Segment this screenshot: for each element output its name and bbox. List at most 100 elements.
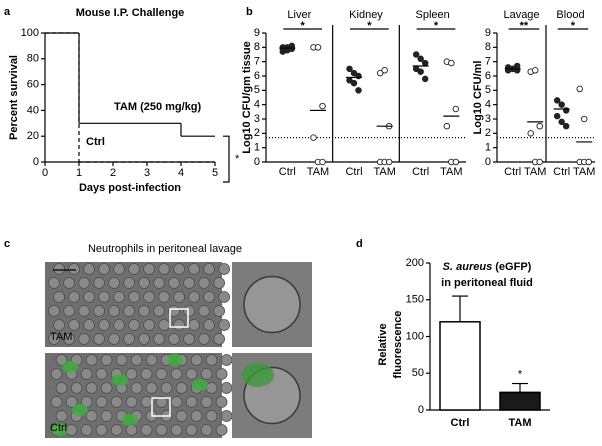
cell bbox=[158, 291, 170, 303]
y-tick-label: 2 bbox=[254, 127, 260, 139]
x-tick-label: TAM bbox=[573, 166, 595, 178]
cell bbox=[138, 333, 150, 345]
cell bbox=[145, 382, 158, 394]
cell bbox=[95, 396, 108, 408]
data-point bbox=[527, 130, 534, 137]
group-label: Kidney bbox=[349, 9, 383, 21]
cell bbox=[153, 305, 165, 317]
cell bbox=[213, 333, 225, 345]
y-tick-label: 5 bbox=[485, 84, 491, 96]
data-point bbox=[412, 51, 420, 58]
x-tick-label: Ctrl bbox=[345, 166, 362, 178]
chart-subtitle: in peritoneal fluid bbox=[441, 277, 533, 289]
data-point bbox=[417, 55, 424, 63]
y-tick-label: 8 bbox=[485, 41, 491, 53]
cell bbox=[155, 368, 168, 380]
image-label: TAM bbox=[50, 331, 72, 343]
gfp-signal bbox=[112, 374, 128, 386]
y-tick-label: 5 bbox=[254, 84, 260, 96]
data-point bbox=[585, 158, 592, 166]
x-tick-label: 5 bbox=[212, 167, 218, 179]
x-tick-label: Ctrl bbox=[504, 166, 521, 178]
gfp-signal bbox=[242, 363, 274, 387]
cell bbox=[220, 382, 233, 394]
cell bbox=[158, 263, 170, 275]
significance-bracket bbox=[223, 135, 230, 183]
y-tick-label: 100 bbox=[21, 27, 39, 39]
cell bbox=[93, 333, 105, 345]
significance-label: * bbox=[518, 368, 523, 380]
cell bbox=[183, 277, 195, 289]
x-tick-label: Ctrl bbox=[553, 166, 570, 178]
cell bbox=[123, 277, 135, 289]
data-point bbox=[346, 65, 353, 73]
panel-letter: d bbox=[356, 238, 363, 250]
cell bbox=[100, 354, 113, 366]
cell bbox=[188, 319, 200, 331]
cell bbox=[173, 319, 185, 331]
y-tick-label: 6 bbox=[485, 70, 491, 82]
cell bbox=[100, 410, 113, 422]
cell bbox=[143, 291, 155, 303]
gfp-signal bbox=[192, 379, 208, 391]
group-label: Lavage bbox=[503, 9, 539, 21]
chart-title: S. aureus (eGFP) bbox=[443, 261, 532, 273]
y-tick-label: 4 bbox=[485, 99, 491, 111]
chart-title-italic: S. aureus bbox=[443, 261, 493, 273]
cell bbox=[78, 277, 90, 289]
data-point bbox=[452, 105, 460, 113]
cell bbox=[130, 382, 143, 394]
cell bbox=[85, 382, 98, 394]
cell bbox=[123, 333, 135, 345]
cell bbox=[215, 368, 228, 380]
cell bbox=[155, 424, 168, 436]
cell bbox=[145, 354, 158, 366]
cell bbox=[170, 368, 183, 380]
x-tick-label: TAM bbox=[440, 166, 462, 178]
x-axis-title: Days post-infection bbox=[79, 182, 181, 194]
x-tick-label: 0 bbox=[42, 167, 48, 179]
cell bbox=[115, 354, 128, 366]
cell bbox=[198, 333, 210, 345]
cell bbox=[95, 368, 108, 380]
y-tick-label: 0 bbox=[33, 156, 39, 168]
data-point bbox=[448, 59, 455, 67]
x-tick-label: Ctrl bbox=[412, 166, 429, 178]
data-point bbox=[350, 69, 358, 77]
y-tick-label: 1 bbox=[485, 142, 491, 154]
cell bbox=[55, 382, 68, 394]
cell bbox=[218, 263, 230, 275]
cell bbox=[50, 396, 63, 408]
significance-label: * bbox=[367, 20, 372, 32]
data-point bbox=[381, 67, 388, 74]
cell bbox=[93, 305, 105, 317]
cell bbox=[125, 368, 138, 380]
y-tick-label: 9 bbox=[485, 27, 491, 39]
cell bbox=[140, 424, 153, 436]
panel-letter: c bbox=[4, 238, 10, 250]
cell bbox=[63, 333, 75, 345]
panel-letter: a bbox=[4, 6, 11, 18]
cell bbox=[155, 396, 168, 408]
data-point bbox=[279, 45, 287, 53]
data-point bbox=[580, 115, 588, 123]
significance-label: * bbox=[301, 20, 306, 32]
y-tick-label: 40 bbox=[27, 104, 39, 116]
data-point bbox=[417, 68, 424, 75]
cell bbox=[215, 424, 228, 436]
data-point bbox=[288, 42, 296, 50]
cell bbox=[113, 291, 125, 303]
cell bbox=[80, 424, 93, 436]
y-tick-label: 0 bbox=[418, 404, 424, 416]
cell bbox=[170, 396, 183, 408]
cell bbox=[93, 277, 105, 289]
y-axis-title: Percent survival bbox=[8, 55, 20, 140]
cell bbox=[48, 333, 60, 345]
y-tick-label: 7 bbox=[485, 56, 491, 68]
y-tick-label: 6 bbox=[254, 70, 260, 82]
cell bbox=[63, 277, 75, 289]
cell bbox=[53, 291, 65, 303]
cell bbox=[220, 354, 233, 366]
cell bbox=[160, 382, 173, 394]
y-tick-label: 9 bbox=[254, 27, 260, 39]
